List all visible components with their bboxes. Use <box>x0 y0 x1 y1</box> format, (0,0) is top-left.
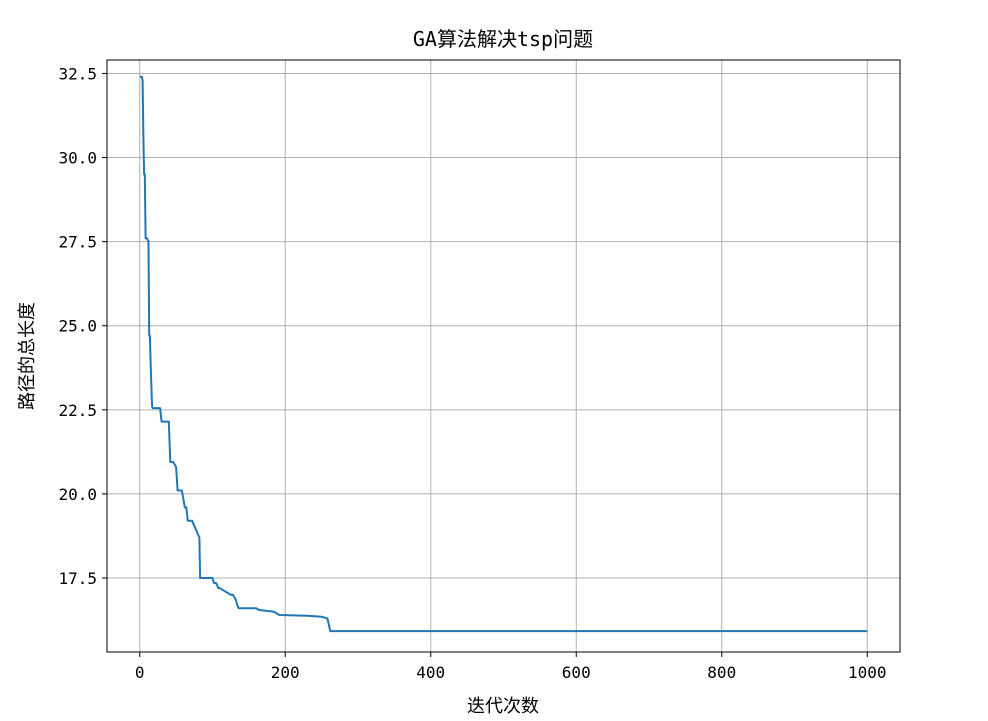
y-tick-label: 32.5 <box>58 64 97 83</box>
plot-area <box>139 75 868 633</box>
x-tick-label: 1000 <box>848 663 887 682</box>
series-line <box>139 75 868 633</box>
y-tick-label: 20.0 <box>58 485 97 504</box>
x-axis-label: 迭代次数 <box>467 696 539 717</box>
x-tick-label: 200 <box>271 663 300 682</box>
y-tick-label: 25.0 <box>58 317 97 336</box>
grid <box>107 60 900 652</box>
chart-title: GA算法解决tsp问题 <box>413 27 593 51</box>
x-tick-label: 0 <box>135 663 145 682</box>
y-tick-label: 27.5 <box>58 233 97 252</box>
y-axis-label: 路径的总长度 <box>17 302 38 410</box>
x-tick-label: 600 <box>562 663 591 682</box>
x-tick-label: 800 <box>707 663 736 682</box>
x-tick-label: 400 <box>416 663 445 682</box>
y-tick-label: 22.5 <box>58 401 97 420</box>
y-tick-label: 30.0 <box>58 149 97 168</box>
ticks: 0 200 400 600 800 1000 17.5 20.0 22.5 25.0 27.5 30.… <box>58 64 886 682</box>
axes-frame <box>106 59 901 653</box>
y-tick-label: 17.5 <box>58 569 97 588</box>
